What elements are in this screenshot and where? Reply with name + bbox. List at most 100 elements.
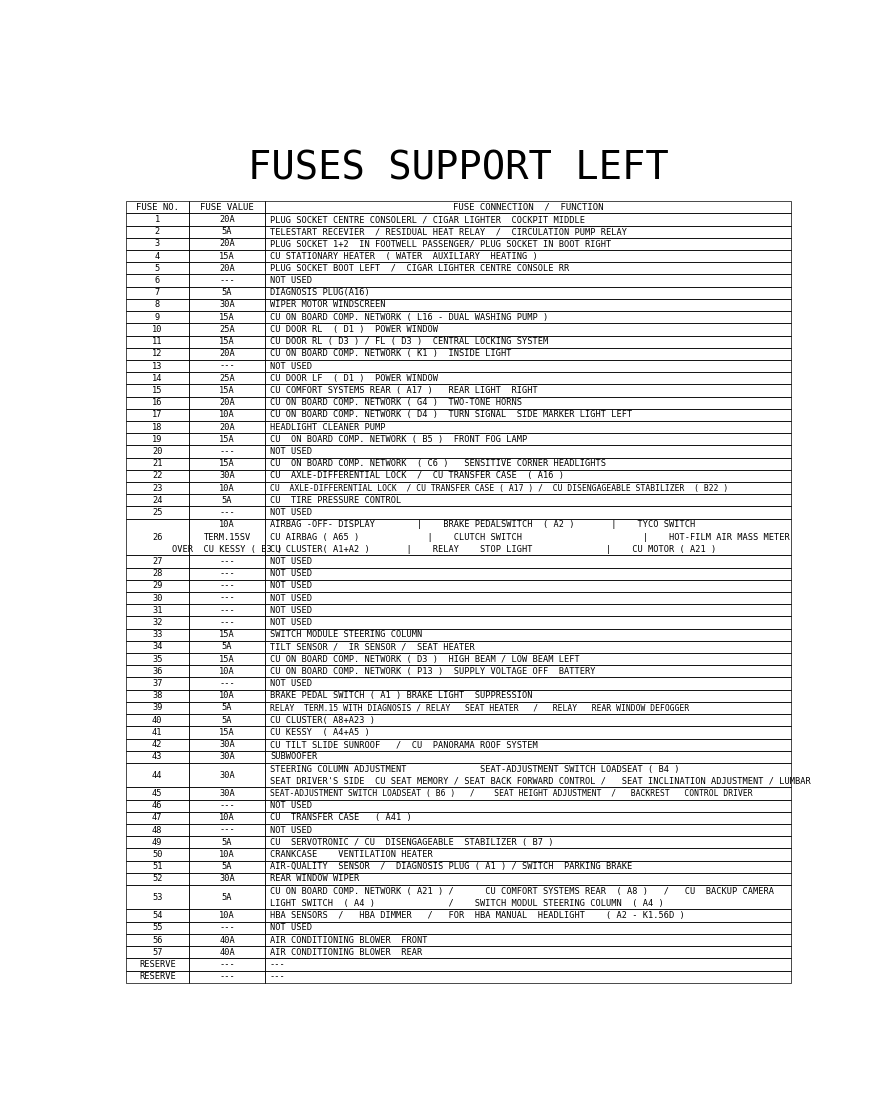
Bar [189, 922, 266, 934]
Text: CU DOOR RL  ( D1 )  POWER WINDOW: CU DOOR RL ( D1 ) POWER WINDOW [270, 325, 438, 334]
Bar [266, 262, 790, 275]
Text: 30A: 30A [219, 741, 235, 749]
Bar [189, 665, 266, 677]
Text: ---: --- [219, 960, 235, 969]
Bar [126, 324, 189, 336]
Bar [189, 214, 266, 226]
Text: 50: 50 [152, 850, 163, 860]
Bar [126, 458, 189, 470]
Text: 17: 17 [152, 410, 163, 419]
Bar [189, 885, 266, 910]
Bar [266, 885, 790, 910]
Text: 15A: 15A [219, 631, 235, 639]
Bar [266, 409, 790, 421]
Text: 5A: 5A [222, 496, 232, 505]
Text: 5A: 5A [222, 893, 232, 902]
Bar [126, 910, 189, 922]
Text: RELAY  TERM.15 WITH DIAGNOSIS / RELAY   SEAT HEATER   /   RELAY   REAR WINDOW DE: RELAY TERM.15 WITH DIAGNOSIS / RELAY SEA… [270, 704, 689, 713]
Bar [126, 689, 189, 702]
Text: 5A: 5A [222, 837, 232, 847]
Bar [189, 483, 266, 494]
Text: 10A: 10A [219, 692, 235, 701]
Bar [189, 714, 266, 726]
Bar [126, 446, 189, 458]
Text: 55: 55 [152, 923, 163, 932]
Text: 11: 11 [152, 337, 163, 346]
Text: 40: 40 [152, 716, 163, 725]
Text: ---: --- [219, 582, 235, 590]
Bar [266, 434, 790, 446]
Bar [126, 787, 189, 800]
Text: 5A: 5A [222, 862, 232, 871]
Bar [266, 397, 790, 409]
Bar [266, 275, 790, 287]
Text: NOT USED: NOT USED [270, 582, 312, 590]
Bar [189, 506, 266, 518]
Text: 20A: 20A [219, 215, 235, 224]
Text: 5A: 5A [222, 227, 232, 236]
Text: 32: 32 [152, 618, 163, 627]
Bar [189, 385, 266, 397]
Bar [266, 922, 790, 934]
Bar [266, 555, 790, 567]
Text: PLUG SOCKET BOOT LEFT  /  CIGAR LIGHTER CENTRE CONSOLE RR: PLUG SOCKET BOOT LEFT / CIGAR LIGHTER CE… [270, 264, 569, 272]
Bar [266, 421, 790, 434]
Text: STEERING COLUMN ADJUSTMENT              SEAT-ADJUSTMENT SWITCH LOADSEAT ( B4 ): STEERING COLUMN ADJUSTMENT SEAT-ADJUSTME… [270, 765, 679, 774]
Bar [126, 348, 189, 360]
Text: 2: 2 [155, 227, 160, 236]
Text: 9: 9 [155, 312, 160, 321]
Text: 30A: 30A [219, 790, 235, 798]
Bar [189, 434, 266, 446]
Bar [266, 971, 790, 983]
Bar [189, 763, 266, 787]
Bar [266, 226, 790, 238]
Text: CU DOOR LF  ( D1 )  POWER WINDOW: CU DOOR LF ( D1 ) POWER WINDOW [270, 374, 438, 383]
Bar [189, 409, 266, 421]
Bar [266, 959, 790, 971]
Text: ---: --- [270, 972, 286, 981]
Text: 10A: 10A [219, 813, 235, 823]
Bar [189, 677, 266, 689]
Bar [266, 800, 790, 812]
Text: NOT USED: NOT USED [270, 361, 312, 370]
Text: 25A: 25A [219, 374, 235, 383]
Bar [266, 373, 790, 385]
Bar [189, 689, 266, 702]
Text: 56: 56 [152, 935, 163, 944]
Bar [126, 592, 189, 604]
Text: 15A: 15A [219, 655, 235, 664]
Text: CU  TRANSFER CASE   ( A41 ): CU TRANSFER CASE ( A41 ) [270, 813, 412, 823]
Text: 5A: 5A [222, 704, 232, 713]
Text: 57: 57 [152, 947, 163, 956]
Bar [126, 751, 189, 763]
Bar [266, 763, 790, 787]
Text: CU ON BOARD COMP. NETWORK ( D3 )  HIGH BEAM / LOW BEAM LEFT: CU ON BOARD COMP. NETWORK ( D3 ) HIGH BE… [270, 655, 579, 664]
Text: 15A: 15A [219, 312, 235, 321]
Text: 24: 24 [152, 496, 163, 505]
Bar [126, 824, 189, 836]
Bar [126, 214, 189, 226]
Bar [189, 800, 266, 812]
Text: 8: 8 [155, 300, 160, 309]
Text: 40A: 40A [219, 947, 235, 956]
Bar [266, 483, 790, 494]
Text: 10A: 10A [219, 410, 235, 419]
Text: NOT USED: NOT USED [270, 618, 312, 627]
Bar [126, 275, 189, 287]
Bar [266, 689, 790, 702]
Bar [189, 397, 266, 409]
Bar [189, 324, 266, 336]
Bar [126, 579, 189, 592]
Text: NOT USED: NOT USED [270, 569, 312, 578]
Bar [266, 299, 790, 311]
Text: 30A: 30A [219, 874, 235, 883]
Bar [126, 226, 189, 238]
Text: 10A: 10A [219, 484, 235, 493]
Text: 21: 21 [152, 459, 163, 468]
Text: 7: 7 [155, 288, 160, 297]
Bar [126, 861, 189, 873]
Text: FUSE VALUE: FUSE VALUE [200, 202, 254, 211]
Text: 5A: 5A [222, 643, 232, 652]
Text: ---: --- [219, 618, 235, 627]
Bar [126, 738, 189, 751]
